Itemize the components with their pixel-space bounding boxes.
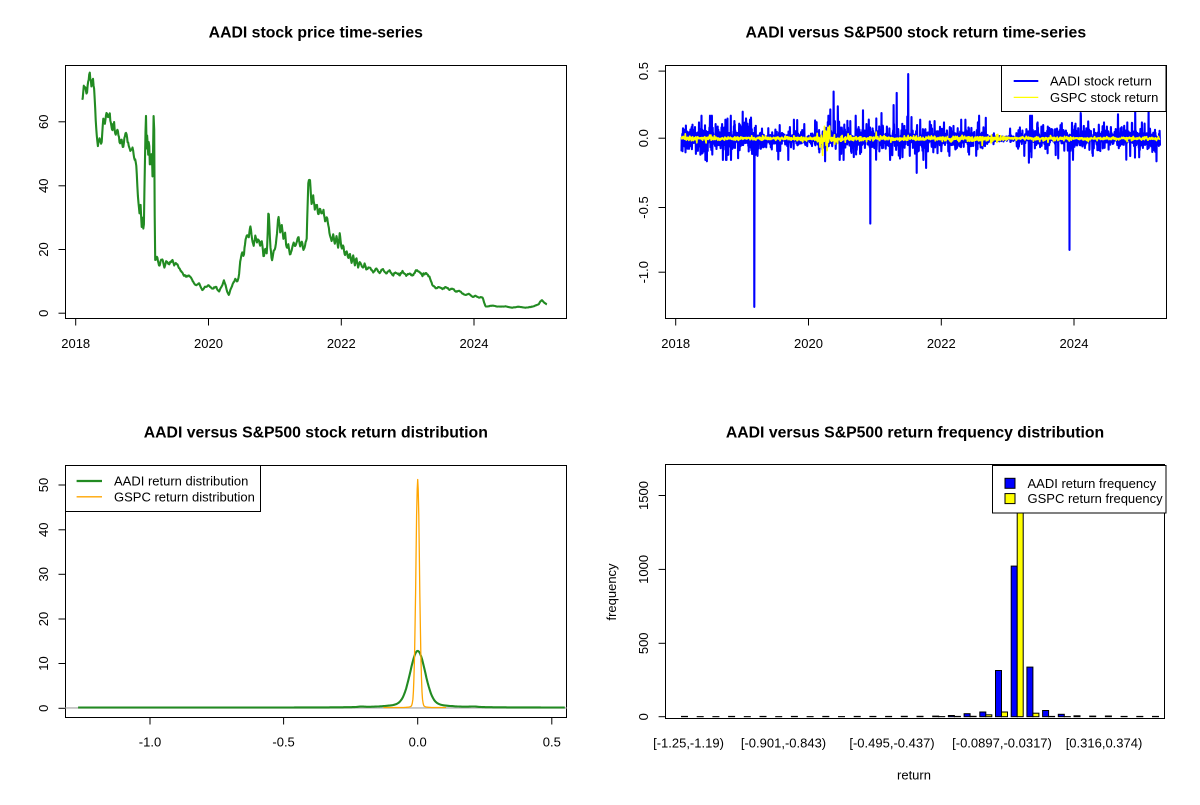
svg-text:AADI stock price time-series: AADI stock price time-series: [209, 25, 423, 42]
svg-text:2022: 2022: [927, 336, 956, 351]
svg-text:0.0: 0.0: [409, 735, 427, 750]
svg-text:GSPC stock return: GSPC stock return: [1050, 90, 1158, 105]
svg-text:500: 500: [636, 632, 651, 654]
svg-text:[-0.0897,-0.0317): [-0.0897,-0.0317): [952, 736, 1052, 751]
svg-text:-1.0: -1.0: [139, 735, 161, 750]
svg-text:-0.5: -0.5: [636, 196, 651, 218]
svg-text:GSPC return distribution: GSPC return distribution: [114, 489, 255, 504]
svg-text:0.0: 0.0: [636, 129, 651, 147]
svg-text:0.5: 0.5: [636, 62, 651, 80]
svg-text:AADI versus S&P500 stock retur: AADI versus S&P500 stock return distribu…: [144, 425, 488, 442]
svg-text:2024: 2024: [1060, 336, 1089, 351]
svg-text:20: 20: [36, 242, 51, 256]
svg-text:50: 50: [36, 478, 51, 492]
svg-text:GSPC return frequency: GSPC return frequency: [1028, 491, 1164, 506]
svg-text:[-0.901,-0.843): [-0.901,-0.843): [741, 736, 826, 751]
svg-text:2020: 2020: [194, 336, 223, 351]
svg-text:[0.316,0.374): [0.316,0.374): [1066, 736, 1143, 751]
svg-text:10: 10: [36, 656, 51, 670]
svg-text:frequency: frequency: [604, 563, 619, 621]
svg-text:2020: 2020: [794, 336, 823, 351]
svg-text:1500: 1500: [636, 481, 651, 510]
svg-text:AADI versus S&P500 stock retur: AADI versus S&P500 stock return time-ser…: [745, 25, 1086, 42]
svg-text:1000: 1000: [636, 555, 651, 584]
svg-text:2018: 2018: [61, 336, 90, 351]
svg-text:0: 0: [36, 310, 51, 317]
svg-text:0: 0: [636, 713, 651, 720]
svg-text:2022: 2022: [327, 336, 356, 351]
svg-text:60: 60: [36, 115, 51, 129]
svg-text:20: 20: [36, 612, 51, 626]
svg-text:-1.0: -1.0: [636, 261, 651, 283]
svg-text:40: 40: [36, 523, 51, 537]
svg-text:2018: 2018: [661, 336, 690, 351]
svg-text:AADI versus S&P500 return freq: AADI versus S&P500 return frequency dist…: [726, 425, 1104, 442]
svg-text:return: return: [897, 768, 931, 783]
svg-text:AADI stock return: AADI stock return: [1050, 74, 1152, 89]
svg-text:0: 0: [36, 705, 51, 712]
svg-text:[-0.495,-0.437): [-0.495,-0.437): [849, 736, 934, 751]
svg-text:AADI return frequency: AADI return frequency: [1028, 476, 1157, 491]
svg-text:AADI return distribution: AADI return distribution: [114, 474, 248, 489]
svg-text:30: 30: [36, 567, 51, 581]
svg-text:0.5: 0.5: [543, 735, 561, 750]
svg-text:40: 40: [36, 179, 51, 193]
svg-text:2024: 2024: [460, 336, 489, 351]
svg-text:-0.5: -0.5: [272, 735, 294, 750]
svg-text:[-1.25,-1.19): [-1.25,-1.19): [653, 736, 724, 751]
